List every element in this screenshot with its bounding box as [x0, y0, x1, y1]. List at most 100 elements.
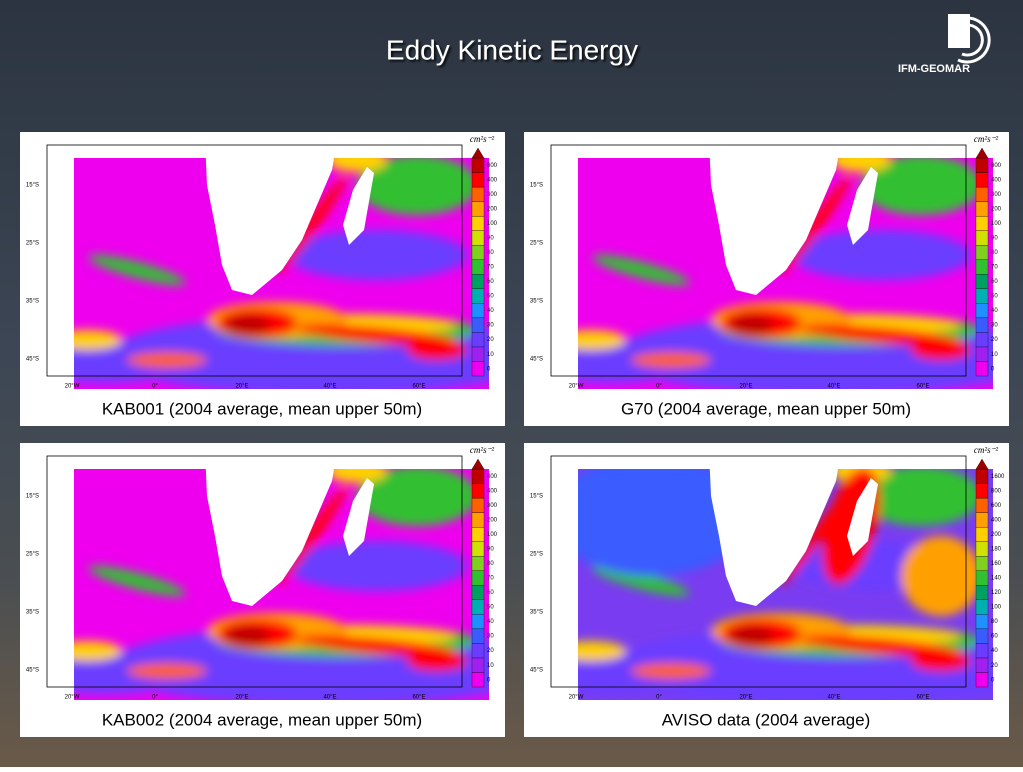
colorbar-label: 400: [487, 488, 498, 494]
colorbar-label: 50: [487, 605, 494, 611]
eke-patch: [407, 340, 467, 360]
colorbar-step: [975, 201, 989, 217]
land: [343, 478, 374, 556]
colorbar-step: [471, 570, 485, 586]
colorbar-label: 20: [487, 337, 494, 343]
y-axis-label: 45°S: [530, 357, 543, 363]
colorbar-label: 400: [991, 177, 1002, 183]
colorbar-label: 50: [991, 294, 998, 300]
colorbar-step: [975, 512, 989, 528]
x-axis-label: 20°W: [65, 384, 80, 390]
colorbar-label: 70: [487, 576, 494, 582]
colorbar-step: [975, 672, 989, 688]
colorbar-step: [975, 628, 989, 644]
colorbar-label: 1600: [991, 474, 1005, 480]
colorbar-label: 600: [991, 503, 1002, 509]
y-axis-label: 25°S: [26, 241, 39, 247]
colorbar-label: 10: [991, 352, 998, 358]
colorbar-step: [975, 657, 989, 673]
eke-patch: [225, 626, 269, 646]
colorbar-label: 300: [487, 503, 498, 509]
x-axis-label: 20°E: [235, 384, 248, 390]
eke-patch: [861, 158, 981, 215]
colorbar-label: 20: [991, 337, 998, 343]
panel: 15°S 25°S 35°S 45°S 20°W 0° 20°E 40°E 60°E 0 10 20 3…: [20, 443, 505, 737]
colorbar-unit: cm²s⁻²: [974, 445, 998, 455]
colorbar-label: 80: [487, 250, 494, 256]
colorbar-step: [471, 172, 485, 188]
colorbar-label: 90: [487, 547, 494, 553]
eke-patch: [901, 536, 981, 616]
colorbar-label: 20: [487, 648, 494, 654]
land: [709, 469, 838, 606]
colorbar-step: [471, 483, 485, 499]
panel-caption: G70 (2004 average, mean upper 50m): [621, 399, 911, 418]
map: [578, 158, 993, 389]
y-axis-label: 25°S: [530, 241, 543, 247]
y-axis-label: 15°S: [530, 494, 543, 500]
colorbar-step: [471, 186, 485, 202]
eke-patch: [861, 469, 981, 526]
colorbar-label: 100: [991, 221, 1002, 227]
eke-patch: [297, 324, 457, 346]
colorbar-arrow: [471, 147, 485, 159]
eke-patch: [357, 469, 477, 526]
colorbar-step: [975, 585, 989, 600]
panel: 15°S 25°S 35°S 45°S 20°W 0° 20°E 40°E 60°E 0 20 40 6…: [524, 443, 1009, 737]
eke-patch: [592, 565, 690, 597]
colorbar-step: [471, 157, 485, 173]
eke-patch: [631, 663, 711, 679]
colorbar-step: [471, 556, 485, 571]
colorbar-step: [975, 172, 989, 188]
colorbar-step: [975, 526, 989, 542]
colorbar-step: [975, 317, 989, 333]
colorbar-label: 0: [487, 677, 491, 683]
colorbar-step: [975, 259, 989, 275]
eke-field: [74, 158, 489, 389]
land: [205, 469, 334, 606]
colorbar-label: 40: [991, 308, 998, 314]
y-axis-label: 15°S: [530, 183, 543, 189]
colorbar-step: [471, 346, 485, 362]
colorbar-step: [471, 585, 485, 600]
colorbar-step: [975, 614, 989, 630]
colorbar-step: [471, 288, 485, 304]
colorbar-label: 40: [487, 619, 494, 625]
eke-patch: [297, 635, 457, 657]
x-axis-label: 20°E: [235, 695, 248, 701]
map-frame: [550, 455, 967, 688]
logo-arc: [957, 16, 991, 64]
colorbar-label: 40: [991, 648, 998, 654]
eke-patch: [801, 324, 961, 346]
x-axis-label: 40°E: [323, 384, 336, 390]
colorbar-label: 200: [487, 206, 498, 212]
colorbar-step: [975, 599, 989, 615]
x-axis-label: 60°E: [916, 695, 929, 701]
colorbar-step: [975, 483, 989, 499]
colorbar-label: 180: [991, 547, 1002, 553]
y-axis-label: 35°S: [530, 299, 543, 305]
colorbar-label: 100: [487, 532, 498, 538]
colorbar-step: [975, 274, 989, 289]
y-axis-label: 35°S: [530, 610, 543, 616]
colorbar-label: 70: [487, 265, 494, 271]
colorbar-arrow: [471, 458, 485, 470]
x-axis-label: 0°: [152, 384, 158, 390]
map: [74, 158, 489, 389]
colorbar-label: 10: [487, 663, 494, 669]
y-axis-label: 45°S: [26, 357, 39, 363]
panel: 15°S 25°S 35°S 45°S 20°W 0° 20°E 40°E 60°E 0 10 20 3…: [20, 132, 505, 426]
colorbar-label: 300: [991, 192, 1002, 198]
colorbar-label: 80: [991, 619, 998, 625]
colorbar-label: 300: [487, 192, 498, 198]
eke-patch: [911, 651, 971, 671]
eke-patch: [327, 158, 387, 172]
colorbar-step: [471, 361, 485, 377]
colorbar-step: [975, 230, 989, 246]
y-axis-label: 35°S: [26, 610, 39, 616]
colorbar-step: [471, 332, 485, 348]
eke-patch: [287, 230, 467, 280]
colorbar-step: [975, 643, 989, 659]
x-axis-label: 0°: [656, 384, 662, 390]
map-frame: [46, 144, 463, 377]
